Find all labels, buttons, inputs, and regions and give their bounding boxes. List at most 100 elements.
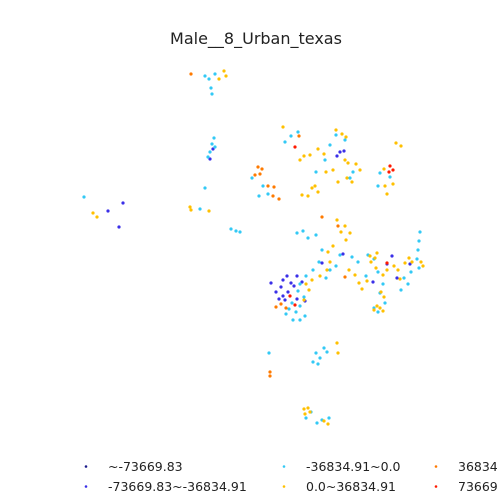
data-point [394,141,398,145]
data-point [222,69,226,73]
data-point [106,209,110,213]
data-point [268,370,272,374]
data-point [376,310,380,314]
data-point [322,419,326,423]
data-point [322,346,326,350]
data-point [316,362,320,366]
data-point [266,192,270,196]
data-point [376,184,380,188]
data-point [229,227,233,231]
data-point [310,186,314,190]
data-point [357,281,361,285]
data-point [266,184,270,188]
data-point [302,295,306,299]
data-point [345,176,349,180]
data-point [260,167,264,171]
data-point [290,301,294,305]
data-point [314,170,318,174]
data-point [303,314,307,318]
data-point [207,77,211,81]
data-point [304,282,308,286]
data-point [334,133,338,137]
data-point [210,142,214,146]
data-point [320,215,324,219]
data-point [302,154,306,158]
data-point [381,273,385,277]
data-point [391,168,395,172]
data-point [338,150,342,154]
data-point [391,182,395,186]
data-point [418,230,422,234]
data-point [382,295,386,299]
data-point [346,161,350,165]
data-point [374,266,378,270]
data-point [189,72,193,76]
data-point [283,140,287,144]
data-point [297,134,301,138]
data-point [317,260,321,264]
data-point [403,261,407,265]
data-point [375,251,379,255]
data-point [211,147,215,151]
data-point [304,274,308,278]
data-point [407,256,411,260]
data-point [344,135,348,139]
legend-label: 0.0~36834.91 [306,479,396,494]
data-point [257,194,261,198]
data-point [279,302,283,306]
data-point [298,158,302,162]
data-point [392,264,396,268]
data-point [331,244,335,248]
data-point [284,312,288,316]
data-point [307,288,311,292]
data-point [121,201,125,205]
data-point [298,318,302,322]
data-point [320,248,324,252]
data-point [325,350,329,354]
data-point [289,281,293,285]
data-point [206,155,210,159]
data-point [302,407,306,411]
data-point [287,307,291,311]
data-point [281,125,285,129]
data-point [209,86,213,90]
data-point [238,230,242,234]
data-point [293,303,297,307]
data-point [314,351,318,355]
legend: ~-73669.83 -73669.83~-36834.91 -36834.91~0… [84,459,498,494]
data-point [283,298,287,302]
data-point [387,170,391,174]
data-point [396,268,400,272]
data-point [338,253,342,257]
data-point [288,294,292,298]
data-point [324,170,328,174]
data-point [300,280,304,284]
data-point [274,305,278,309]
data-point [328,260,332,264]
data-point [253,173,257,177]
data-point [415,257,419,261]
data-point [292,284,296,288]
data-point [326,422,330,426]
data-point [388,164,392,168]
data-point [208,150,212,154]
data-point [285,274,289,278]
data-point [323,158,327,162]
data-point [334,264,338,268]
data-point [281,294,285,298]
data-point [328,143,332,147]
data-point [383,301,387,305]
data-point [358,168,362,172]
data-point [306,406,310,410]
data-point [203,74,207,78]
data-point [117,225,121,229]
data-point [267,351,271,355]
data-point [378,306,382,310]
legend-marker [282,465,286,468]
data-point [419,260,423,264]
data-point [378,171,382,175]
data-point [347,268,351,272]
data-point [91,211,95,215]
data-point [336,180,340,184]
data-point [284,306,288,310]
